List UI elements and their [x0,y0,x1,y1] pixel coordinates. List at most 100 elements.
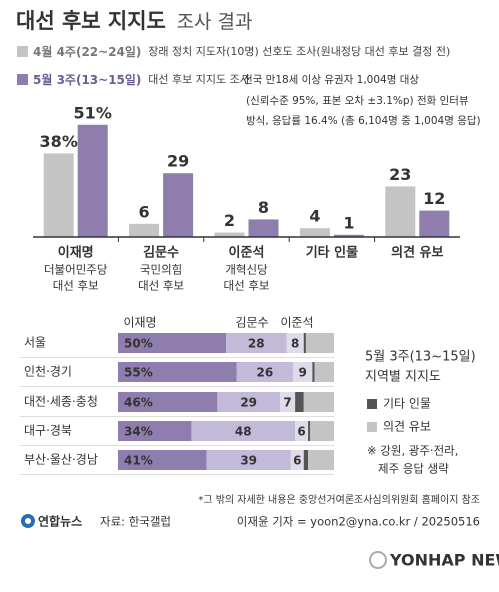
value-label: 4 [309,207,320,226]
party-label: 대선 후보 [138,279,184,293]
bar-segment [118,333,226,353]
bar-segment [303,450,309,470]
bar [248,219,279,237]
value-label: 8 [291,337,299,351]
survey-note: (신뢰수준 95%, 표본 오차 ±3.1%p) 전화 인터뷰 [246,95,469,107]
bar-segment [118,392,218,412]
bar-segment [206,450,291,470]
value-label: 2 [224,211,235,230]
legend-label: 기타 인물 [383,397,431,411]
bar-segment [118,450,207,470]
value-label: 1 [343,213,354,232]
value-label: 9 [299,366,307,380]
value-label: 55% [124,366,153,380]
source: 자료: 한국갤럽 [100,515,171,529]
region-note: ※ 강원, 광주·전라, [367,444,458,458]
bar [163,173,194,237]
column-header: 이준석 [280,316,313,330]
bar-segment [286,333,304,353]
bar-segment [226,333,287,353]
legend-swatch [367,422,377,432]
bar-segment [303,333,306,353]
value-label: 29 [240,396,257,410]
legend-description: 장래 정치 지도자(10명) 선호도 조사(원내정당 대선 후보 결정 전) [148,45,450,58]
category-label: 이준석 [229,245,265,261]
footer-note: *그 밖의 자세한 내용은 중앙선거여론조사심의위원회 홈페이지 참조 [198,493,480,506]
value-label: 12 [423,189,445,208]
value-label: 38% [40,132,78,151]
bar-segment [305,333,334,353]
legend-entry: 4월 4주(22~24일) 장래 정치 지도자(10명) 선호도 조사(원내정당… [33,44,450,59]
survey-note: 전국 만18세 이상 유권자 1,004명 대상 [243,74,419,86]
survey-note: 방식, 응답률 16.4% (총 6,104명 중 1,004명 응답) [246,115,481,127]
region-label: 대구·경북 [24,424,72,438]
value-label: 6 [297,425,305,439]
bar-segment [280,392,296,412]
bar-segment [295,421,309,441]
bar [77,124,108,237]
party-label: 대선 후보 [224,279,270,293]
region-label: 부산·울산·경남 [24,453,98,467]
bar-segment [308,450,334,470]
bar-segment [312,362,315,382]
value-label: 23 [389,165,411,184]
credit: 이재윤 기자 = yoon2@yna.co.kr / 20250516 [237,515,480,529]
value-label: 39 [240,454,257,468]
bar-segment [314,362,334,382]
bar [43,153,74,237]
brand-logo-inner [25,518,31,524]
bar [299,228,330,237]
category-label: 이재명 [58,245,94,261]
column-header: 이재명 [123,316,156,330]
bar [333,234,364,237]
bar-segment [191,421,296,441]
legend-swatch [17,74,28,85]
region-label: 인천·경기 [24,364,72,379]
party-label: 더불어민주당 [44,263,108,277]
column-header: 김문수 [235,316,268,330]
title-main: 대선 후보 지지도 [16,9,166,33]
value-label: 50% [124,337,153,351]
party-label: 국민의힘 [140,263,182,277]
bar-segment [308,421,311,441]
bar-segment [236,362,293,382]
value-label: 8 [258,198,269,217]
watermark-icon [369,551,387,569]
value-label: 29 [167,152,189,171]
bar-segment [217,392,280,412]
category-label: 김문수 [143,246,179,261]
value-label: 7 [283,396,291,410]
bar-segment [303,392,334,412]
title-light: 조사 결과 [177,11,253,33]
category-label: 의견 유보 [391,245,443,261]
value-label: 48 [235,425,252,439]
panel-title: 5월 3주(13~15일) [365,350,476,365]
party-label: 대선 후보 [53,279,99,293]
value-label: 28 [248,337,265,351]
bar-segment [292,362,313,382]
value-label: 46% [124,396,153,410]
value-label: 26 [257,366,274,380]
region-label: 서울 [24,336,46,350]
legend-label: 의견 유보 [383,420,431,434]
bar-segment [295,392,304,412]
brand: 연합뉴스 [38,514,82,529]
bar-segment [118,421,192,441]
region-label: 대전·세종·충청 [24,395,98,409]
legend-swatch [367,399,377,409]
value-label: 6 [293,454,301,468]
bar [129,223,160,237]
bar-segment [118,362,237,382]
value-label: 41% [124,454,153,468]
bar [214,232,245,237]
legend-swatch [17,46,28,57]
panel-title: 지역별 지지도 [365,370,441,385]
legend-entry: 5월 3주(13~15일) 대선 후보 지지도 조사 [33,72,250,87]
value-label: 51% [74,103,112,122]
value-label: 34% [124,425,153,439]
legend-description: 대선 후보 지지도 조사 [148,73,250,86]
party-label: 개혁신당 [225,263,268,277]
region-note: 제주 응답 생략 [378,462,449,476]
